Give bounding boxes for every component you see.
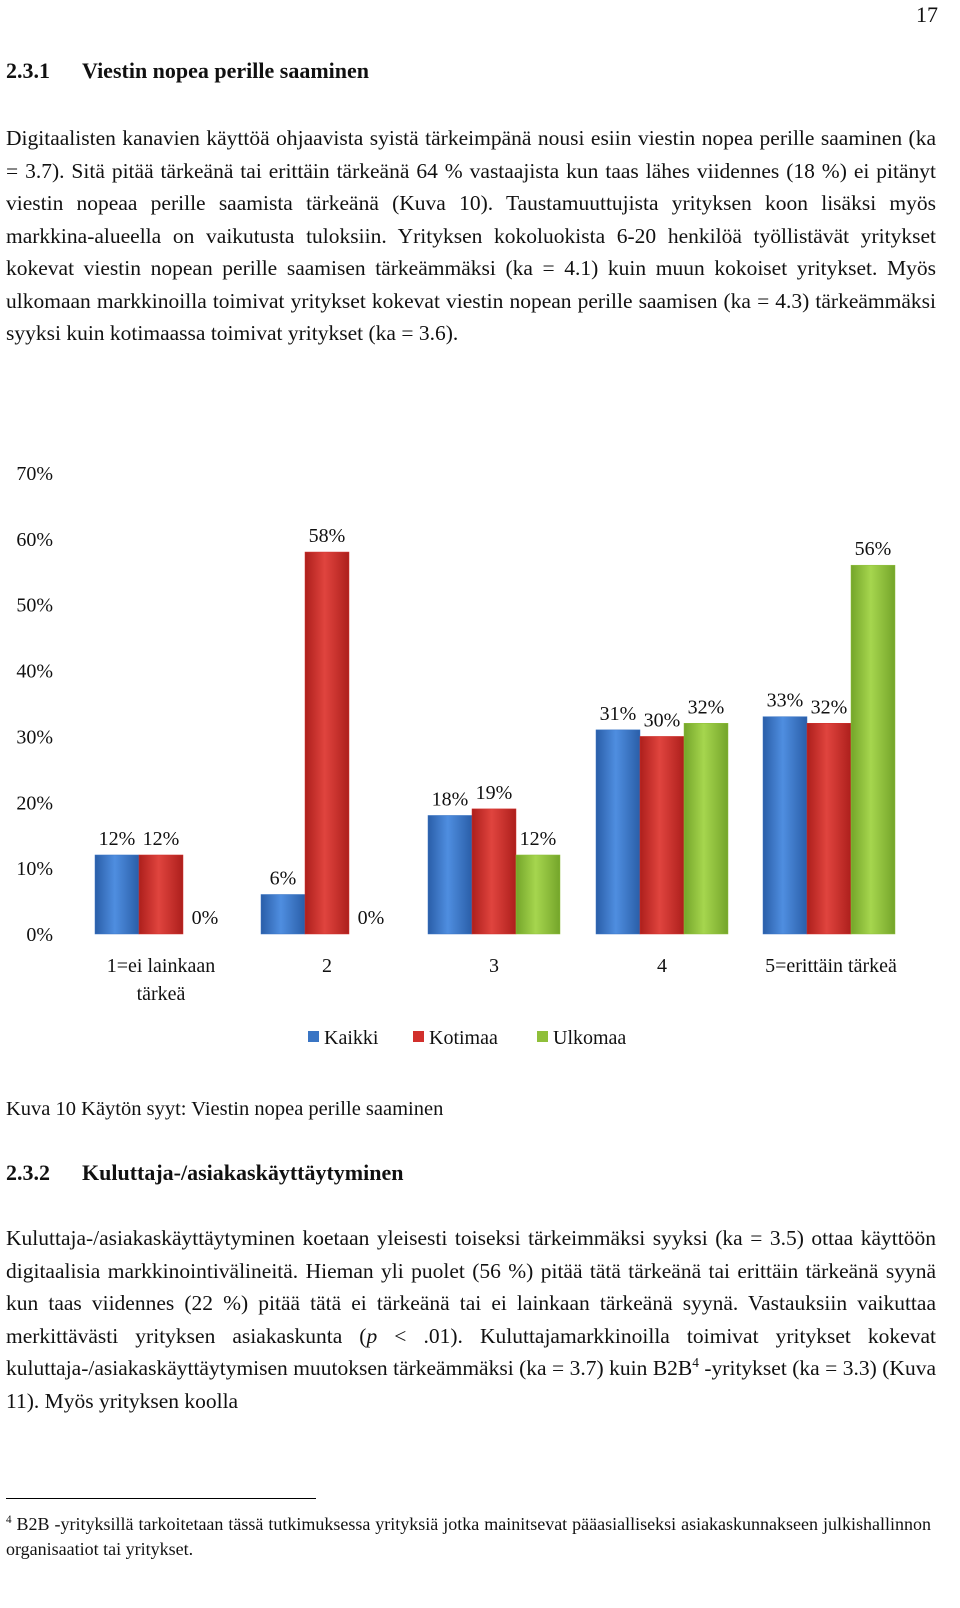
section-title: Kuluttaja-/asiakaskäyttäytyminen xyxy=(82,1160,404,1185)
x-tick-label: 4 xyxy=(657,955,667,977)
footnote-marker: 4 xyxy=(6,1514,12,1526)
data-label: 6% xyxy=(270,867,297,889)
y-tick-label: 40% xyxy=(16,661,53,683)
footnote: 4 B2B -yrityksillä tarkoitetaan tässä tu… xyxy=(6,1512,931,1562)
x-tick-label: 2 xyxy=(322,955,332,977)
section-heading-2-3-2: 2.3.2 Kuluttaja-/asiakaskäyttäytyminen xyxy=(6,1160,403,1186)
footnote-separator xyxy=(6,1498,316,1499)
bar-kaikki xyxy=(260,894,306,935)
bar-kaikki xyxy=(94,854,140,935)
y-tick-label: 20% xyxy=(16,792,53,814)
footnote-text: B2B -yrityksillä tarkoitetaan tässä tutk… xyxy=(6,1514,931,1559)
chart-svg: 0%10%20%30%40%50%60%70%12%6%18%31%33%12%… xyxy=(16,463,897,1049)
figure-caption: Kuva 10 Käytön syyt: Viestin nopea peril… xyxy=(6,1098,444,1120)
bar-kaikki xyxy=(762,716,808,935)
data-label: 12% xyxy=(143,828,180,850)
data-label: 0% xyxy=(358,907,385,929)
data-label: 12% xyxy=(99,828,136,850)
footnote-reference[interactable]: 4 xyxy=(692,1354,699,1370)
section-paragraph-2: Kuluttaja-/asiakaskäyttäytyminen koetaan… xyxy=(6,1222,936,1417)
section-heading-2-3-1: 2.3.1 Viestin nopea perille saaminen xyxy=(6,58,369,84)
section-paragraph-1: Digitaalisten kanavien käyttöä ohjaavist… xyxy=(6,126,936,345)
y-tick-label: 50% xyxy=(16,595,53,617)
section-number: 2.3.1 xyxy=(6,58,50,83)
legend-label: Kotimaa xyxy=(429,1027,498,1049)
paragraph-text: < .01). Kuluttajamarkkinoilla toimivat y… xyxy=(6,1323,936,1381)
x-tick-label: 1=ei lainkaan tärkeä xyxy=(107,955,215,1005)
bar-kotimaa xyxy=(304,551,350,935)
legend-label: Ulkomaa xyxy=(553,1027,626,1049)
data-label: 33% xyxy=(767,690,804,712)
section-title: Viestin nopea perille saaminen xyxy=(82,58,370,83)
data-label: 31% xyxy=(600,703,637,725)
y-tick-label: 30% xyxy=(16,726,53,748)
bar-ulkomaa xyxy=(683,723,729,935)
legend-swatch-kaikki xyxy=(308,1031,319,1042)
bar-kotimaa xyxy=(639,736,685,935)
y-tick-label: 10% xyxy=(16,858,53,880)
data-label: 58% xyxy=(309,525,346,547)
bar-ulkomaa xyxy=(515,854,561,935)
paragraph-text: Kuluttaja-/asiakaskäyttäytyminen koetaan… xyxy=(6,1226,936,1348)
legend-swatch-ulkomaa xyxy=(537,1031,548,1042)
data-label: 32% xyxy=(688,696,725,718)
bar-kotimaa xyxy=(471,808,517,935)
bar-kaikki xyxy=(427,815,473,935)
p-value-symbol: p xyxy=(366,1323,378,1348)
data-label: 19% xyxy=(476,782,513,804)
data-label: 56% xyxy=(855,538,892,560)
x-tick-label: 3 xyxy=(489,955,499,977)
y-tick-label: 0% xyxy=(26,924,53,946)
bar-kaikki xyxy=(595,729,641,935)
data-label: 30% xyxy=(644,709,681,731)
data-label: 12% xyxy=(520,828,557,850)
data-label: 32% xyxy=(811,696,848,718)
legend-swatch-kotimaa xyxy=(413,1031,424,1042)
bar-kotimaa xyxy=(806,723,852,935)
bar-chart: 0% 10% 20% 30% 40% 50% 60% 70% 12% 6% 18% 31% 33% 12%… xyxy=(0,450,960,1070)
page-number: 17 xyxy=(916,2,938,27)
data-label: 0% xyxy=(192,907,219,929)
y-tick-label: 60% xyxy=(16,529,53,551)
legend-label: Kaikki xyxy=(324,1027,379,1049)
x-tick-label: 5=erittäin tärkeä xyxy=(765,955,897,977)
bar-ulkomaa xyxy=(850,564,896,935)
section-number: 2.3.2 xyxy=(6,1160,50,1185)
y-tick-label: 70% xyxy=(16,463,53,485)
paragraph-text: -yritykset (ka = 3.3) (Kuva 11). Myös yr… xyxy=(6,1356,936,1413)
data-label: 18% xyxy=(432,788,469,810)
bar-kotimaa xyxy=(138,854,184,935)
